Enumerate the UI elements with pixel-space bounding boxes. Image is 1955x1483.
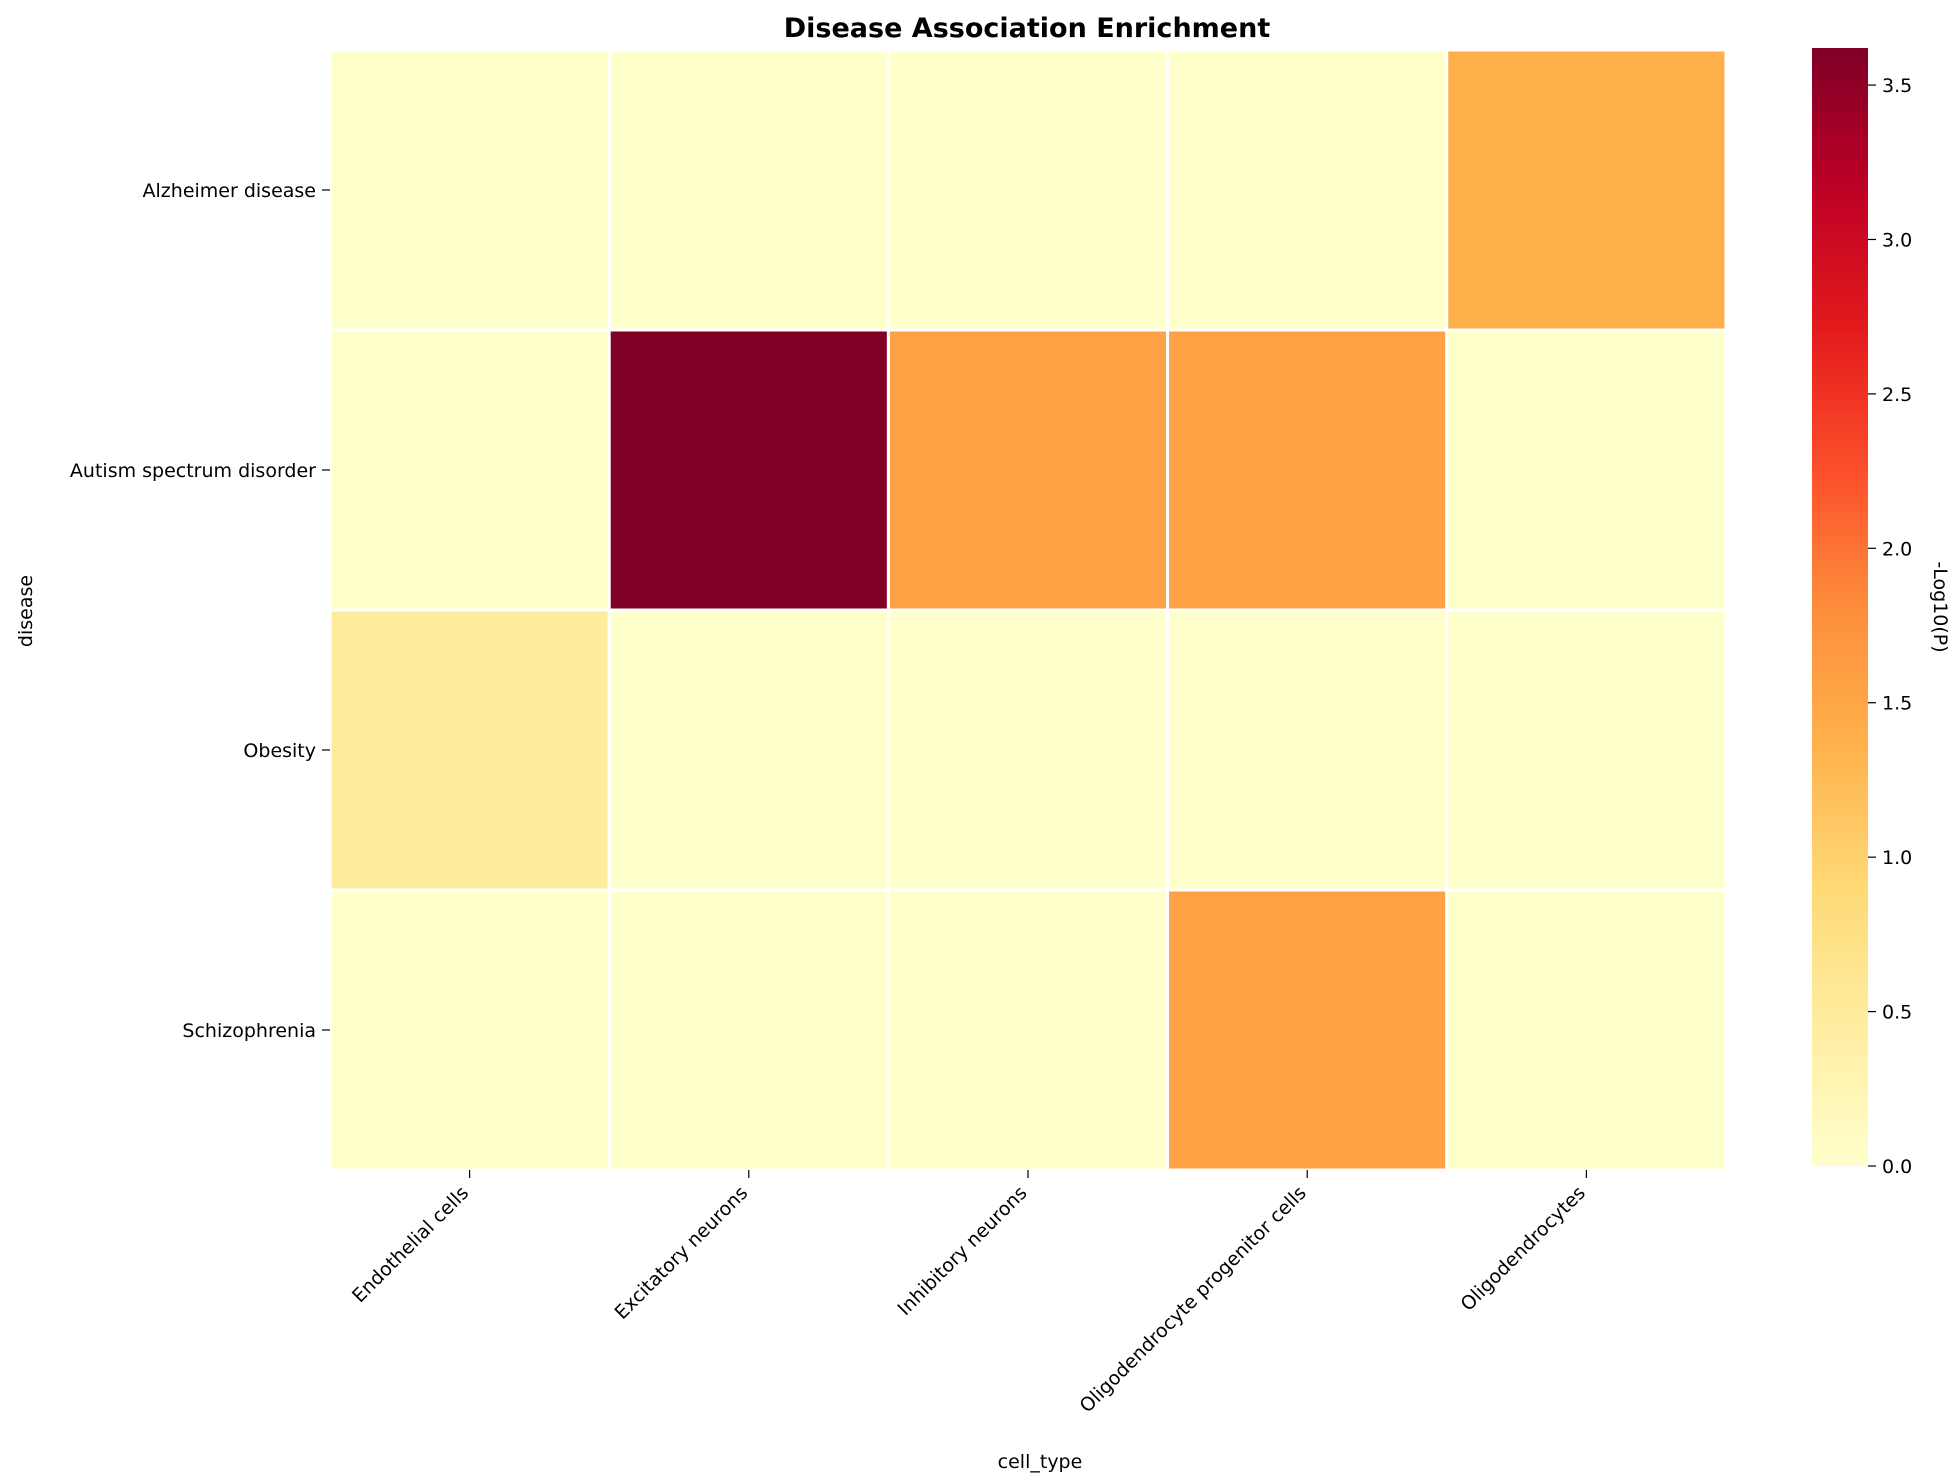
heatmap-cells: [328, 48, 1728, 1172]
heatmap-cell: [1445, 48, 1728, 332]
heatmap-cell: [607, 888, 890, 1172]
heatmap-cell: [328, 48, 611, 332]
y-tick-label: Schizophrenia: [182, 1020, 316, 1042]
colorbar-label: -Log10(P): [1929, 561, 1951, 652]
x-axis-label: cell_type: [998, 1451, 1083, 1473]
heatmap-cell: [1166, 328, 1449, 612]
x-tick-label: Oligodendrocyte progenitor cells: [1076, 1182, 1311, 1417]
heatmap-cell: [1166, 48, 1449, 332]
chart-title: Disease Association Enrichment: [784, 13, 1271, 44]
y-axis-ticks: Alzheimer disease Autism spectrum disorde…: [70, 180, 330, 1042]
y-tick-label: Obesity: [243, 740, 316, 762]
colorbar-tick-label: 1.5: [1882, 693, 1912, 715]
heatmap-cell: [886, 48, 1170, 332]
y-tick-label: Alzheimer disease: [143, 180, 316, 202]
heatmap-cell: [328, 608, 611, 892]
heatmap-cell: [607, 608, 890, 892]
heatmap-cell: [886, 608, 1170, 892]
heatmap-cell: [328, 328, 611, 612]
x-tick-label: Excitatory neurons: [610, 1182, 752, 1324]
colorbar-tick-label: 0.0: [1882, 1156, 1912, 1178]
colorbar-tick-label: 3.0: [1882, 229, 1912, 251]
heatmap-cell: [886, 328, 1170, 612]
colorbar-tick-label: 3.5: [1882, 75, 1912, 97]
x-axis-ticks: Endothelial cells Excitatory neurons Inhib…: [348, 1170, 1590, 1417]
colorbar-tick-label: 2.5: [1882, 384, 1912, 406]
y-axis-label: disease: [15, 575, 37, 647]
heatmap-cell: [1445, 888, 1728, 1172]
heatmap-cell: [607, 328, 890, 612]
heatmap-cell: [607, 48, 890, 332]
colorbar: [1812, 48, 1868, 1166]
x-tick-label: Inhibitory neurons: [893, 1182, 1031, 1320]
heatmap-cell: [886, 888, 1170, 1172]
heatmap-cell: [1166, 608, 1449, 892]
heatmap-cell: [328, 888, 611, 1172]
x-tick-label: Oligodendrocytes: [1456, 1182, 1590, 1316]
colorbar-tick-label: 1.0: [1882, 847, 1912, 869]
colorbar-tick-label: 0.5: [1882, 1002, 1912, 1024]
x-tick-label: Endothelial cells: [348, 1182, 473, 1307]
heatmap-cell: [1445, 328, 1728, 612]
colorbar-tick-label: 2.0: [1882, 538, 1912, 560]
y-tick-label: Autism spectrum disorder: [70, 460, 316, 482]
colorbar-ticks: 0.0 0.5 1.0 1.5 2.0 2.5 3.0 3.5: [1868, 75, 1912, 1178]
heatmap-cell: [1445, 608, 1728, 892]
heatmap-cell: [1166, 888, 1449, 1172]
